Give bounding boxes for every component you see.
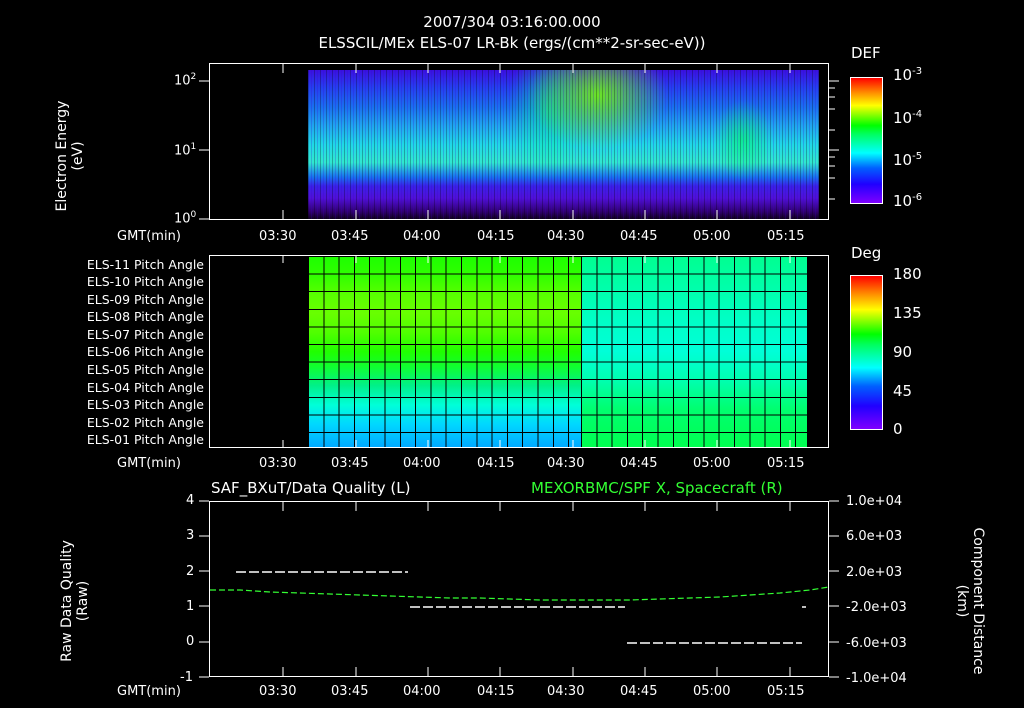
- def-colorbar: [850, 77, 883, 204]
- p1-cbar-tick-2: 10-5: [893, 151, 923, 169]
- data-quality-frame: [209, 501, 829, 677]
- p2-colorbar-title: Deg: [851, 244, 882, 262]
- deg-colorbar: [850, 275, 883, 430]
- pitch-angle-right-half: [581, 256, 807, 447]
- spectrogram-data: [308, 70, 819, 219]
- p3-left-title: SAF_BXuT/Data Quality (L): [211, 479, 411, 497]
- spectrogram-panel: [209, 63, 829, 220]
- p1-cbar-tick-3: 10-6: [893, 192, 923, 210]
- panel1-time-ticks: [282, 63, 791, 677]
- p1-ytick-1: 100: [174, 210, 197, 227]
- plot-subtitle: ELSSCIL/MEx ELS-07 LR-Bk (ergs/(cm**2-sr…: [318, 34, 706, 52]
- p1-xlabel: GMT(min): [117, 229, 181, 244]
- p2-xlabel: GMT(min): [117, 456, 181, 471]
- p2-cbar-tick-45: 45: [893, 382, 913, 400]
- p3-xlabel: GMT(min): [117, 684, 181, 699]
- spectrogram-frame: [209, 63, 829, 220]
- panel3-y-ticks: [199, 500, 839, 678]
- p2-cbar-tick-180: 180: [893, 265, 922, 283]
- p1-ytick-100: 102: [174, 72, 197, 89]
- panel1-energy-ticks: [199, 80, 839, 220]
- p2-cbar-tick-90: 90: [893, 343, 913, 361]
- plot-timestamp: 2007/304 03:16:00.000: [423, 13, 601, 31]
- pitch-angle-panel: [209, 255, 829, 448]
- spf-x-series: [210, 586, 830, 601]
- p1-cbar-tick-1: 10-4: [893, 109, 923, 127]
- p2-cbar-tick-0: 0: [893, 420, 903, 438]
- pitch-angle-frame: [209, 255, 829, 448]
- data-quality-series: [236, 571, 806, 644]
- p3-right-title: MEXORBMC/SPF X, Spacecraft (R): [531, 479, 783, 497]
- p1-colorbar-title: DEF: [851, 44, 881, 62]
- p2-cbar-tick-135: 135: [893, 304, 922, 322]
- spectrogram-texture: [308, 70, 819, 219]
- data-quality-panel: [209, 501, 829, 677]
- p1-ytick-10: 101: [174, 142, 197, 159]
- p1-cbar-tick-0: 10-3: [893, 66, 923, 84]
